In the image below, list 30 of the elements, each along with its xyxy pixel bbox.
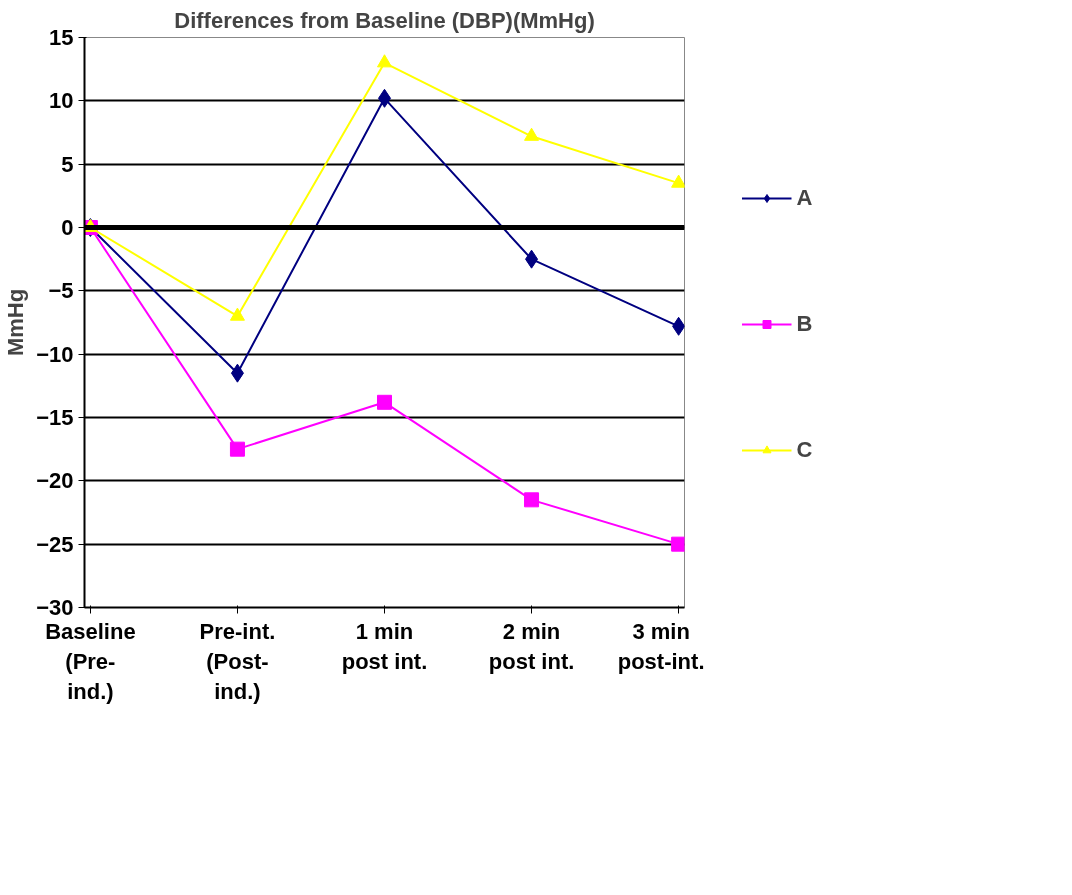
y-tick-label: −5 <box>48 278 74 304</box>
point <box>229 307 245 321</box>
point <box>524 492 540 508</box>
y-tick-label: 10 <box>49 88 74 114</box>
legend-label: C <box>796 437 814 463</box>
point <box>524 127 540 141</box>
y-tick-label: −20 <box>36 468 74 494</box>
point <box>377 394 392 410</box>
point <box>377 54 392 68</box>
x-tick-label: 3 min post-int. <box>617 618 705 674</box>
y-tick-label: −25 <box>36 531 74 557</box>
x-tick-label: 2 min post int. <box>488 618 575 674</box>
y-tick-label: 0 <box>61 215 74 240</box>
point <box>671 536 685 552</box>
point <box>671 174 685 188</box>
x-tick-label: 1 min post int. <box>341 618 428 674</box>
point <box>525 249 539 269</box>
y-axis-title: MmHg <box>3 288 29 357</box>
x-tick-label: Baseline (Pre- ind.) <box>45 618 136 704</box>
y-tick-label: 15 <box>49 25 74 50</box>
y-tick-label: 5 <box>61 151 74 177</box>
legend-label: A <box>796 185 814 211</box>
y-tick-label: −15 <box>36 405 74 430</box>
y-tick-label: −30 <box>36 595 74 620</box>
point <box>229 441 245 457</box>
point <box>230 363 244 383</box>
x-tick-label: Pre-int. (Post- ind.) <box>199 618 276 704</box>
chart-title: Differences from Baseline (DBP)(MmHg) <box>174 7 595 33</box>
legend-label: B <box>796 311 814 337</box>
y-tick-label: −10 <box>36 341 74 367</box>
